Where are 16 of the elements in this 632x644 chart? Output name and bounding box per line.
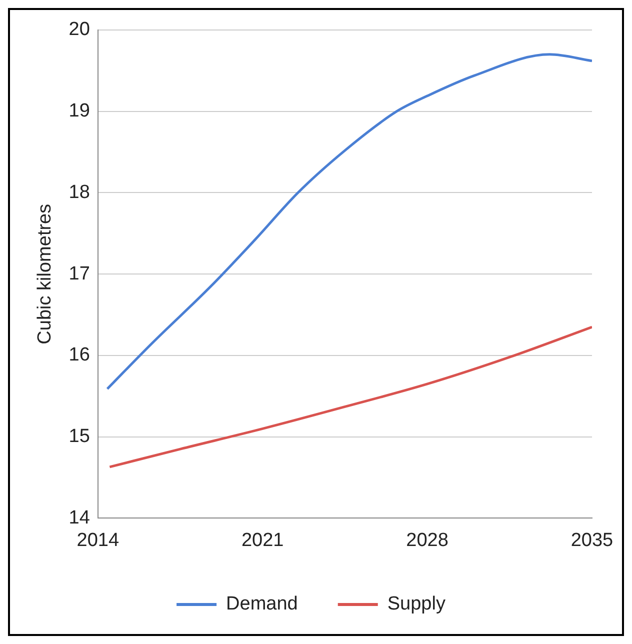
x-tick-label: 2014	[76, 530, 120, 551]
y-tick-label: 18	[68, 182, 90, 203]
y-axis-title: Cubic kilometres	[34, 204, 56, 344]
y-tick-label: 14	[68, 507, 90, 528]
y-tick-label: 17	[68, 263, 90, 284]
x-tick-label: 2021	[241, 530, 284, 551]
y-tick-label: 20	[68, 19, 90, 40]
line-series	[106, 53, 592, 390]
legend-label: Supply	[387, 594, 446, 615]
x-tick-label: 2028	[406, 530, 448, 551]
legend-label: Demand	[226, 594, 298, 615]
y-tick-label: 16	[68, 344, 90, 366]
x-tick-label: 2035	[570, 530, 614, 551]
y-tick-label: 19	[68, 100, 90, 122]
y-tick-label: 15	[68, 426, 90, 448]
line-series	[108, 326, 592, 468]
